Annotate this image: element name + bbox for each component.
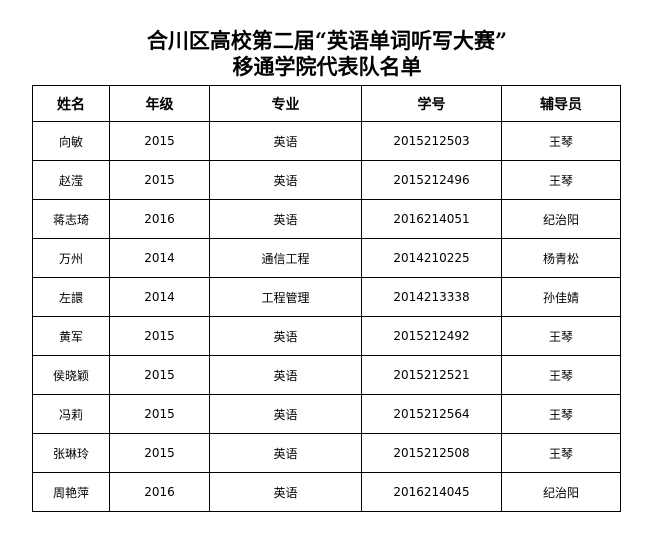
table-row: 周艳萍 2016 英语 2016214045 纪治阳: [32, 472, 621, 512]
cell-student-id: 2015212503: [361, 121, 502, 161]
cell-grade: 2016: [109, 472, 210, 512]
cell-grade: 2015: [109, 316, 210, 356]
title-line-2: 移通学院代表队名单: [232, 54, 422, 79]
cell-student-id: 2015212521: [361, 355, 502, 395]
table-row: 张琳玲 2015 英语 2015212508 王琴: [32, 433, 621, 473]
header-counselor: 辅导员: [501, 85, 621, 122]
cell-name: 蒋志琦: [32, 199, 110, 239]
cell-counselor: 王琴: [501, 160, 621, 200]
cell-name: 周艳萍: [32, 472, 110, 512]
header-major: 专业: [209, 85, 362, 122]
header-grade: 年级: [109, 85, 210, 122]
cell-name: 冯莉: [32, 394, 110, 434]
roster-table: 姓名 年级 专业 学号 辅导员 向敏 2015 英语 2015212503 王琴 赵滢 20…: [32, 85, 621, 512]
table-row: 向敏 2015 英语 2015212503 王琴: [32, 121, 621, 161]
cell-counselor: 王琴: [501, 433, 621, 473]
table-row: 黄军 2015 英语 2015212492 王琴: [32, 316, 621, 356]
cell-grade: 2015: [109, 394, 210, 434]
cell-grade: 2015: [109, 121, 210, 161]
cell-name: 赵滢: [32, 160, 110, 200]
cell-student-id: 2015212492: [361, 316, 502, 356]
cell-student-id: 2014210225: [361, 238, 502, 278]
table-row: 左譞 2014 工程管理 2014213338 孙佳婧: [32, 277, 621, 317]
cell-counselor: 纪治阳: [501, 472, 621, 512]
cell-name: 左譞: [32, 277, 110, 317]
cell-student-id: 2015212508: [361, 433, 502, 473]
cell-grade: 2014: [109, 238, 210, 278]
cell-grade: 2014: [109, 277, 210, 317]
cell-major: 英语: [209, 433, 362, 473]
cell-major: 英语: [209, 394, 362, 434]
header-name: 姓名: [32, 85, 110, 122]
cell-major: 工程管理: [209, 277, 362, 317]
cell-major: 英语: [209, 199, 362, 239]
cell-counselor: 王琴: [501, 355, 621, 395]
cell-name: 黄军: [32, 316, 110, 356]
cell-major: 英语: [209, 316, 362, 356]
cell-counselor: 王琴: [501, 394, 621, 434]
cell-major: 英语: [209, 355, 362, 395]
cell-name: 万州: [32, 238, 110, 278]
title-line-1: 合川区高校第二届“英语单词听写大赛”: [146, 28, 508, 53]
cell-student-id: 2014213338: [361, 277, 502, 317]
cell-name: 侯晓颖: [32, 355, 110, 395]
table-row: 冯莉 2015 英语 2015212564 王琴: [32, 394, 621, 434]
table-row: 万州 2014 通信工程 2014210225 杨青松: [32, 238, 621, 278]
cell-name: 向敏: [32, 121, 110, 161]
cell-student-id: 2015212564: [361, 394, 502, 434]
cell-counselor: 杨青松: [501, 238, 621, 278]
cell-counselor: 王琴: [501, 316, 621, 356]
cell-counselor: 孙佳婧: [501, 277, 621, 317]
cell-major: 通信工程: [209, 238, 362, 278]
cell-counselor: 纪治阳: [501, 199, 621, 239]
header-row: 姓名 年级 专业 学号 辅导员: [32, 85, 621, 122]
cell-student-id: 2016214051: [361, 199, 502, 239]
cell-grade: 2015: [109, 355, 210, 395]
table-row: 蒋志琦 2016 英语 2016214051 纪治阳: [32, 199, 621, 239]
table-row: 侯晓颖 2015 英语 2015212521 王琴: [32, 355, 621, 395]
cell-student-id: 2015212496: [361, 160, 502, 200]
cell-student-id: 2016214045: [361, 472, 502, 512]
cell-name: 张琳玲: [32, 433, 110, 473]
cell-grade: 2015: [109, 433, 210, 473]
header-student-id: 学号: [361, 85, 502, 122]
table-row: 赵滢 2015 英语 2015212496 王琴: [32, 160, 621, 200]
cell-major: 英语: [209, 472, 362, 512]
cell-grade: 2016: [109, 199, 210, 239]
cell-grade: 2015: [109, 160, 210, 200]
cell-counselor: 王琴: [501, 121, 621, 161]
cell-major: 英语: [209, 160, 362, 200]
cell-major: 英语: [209, 121, 362, 161]
